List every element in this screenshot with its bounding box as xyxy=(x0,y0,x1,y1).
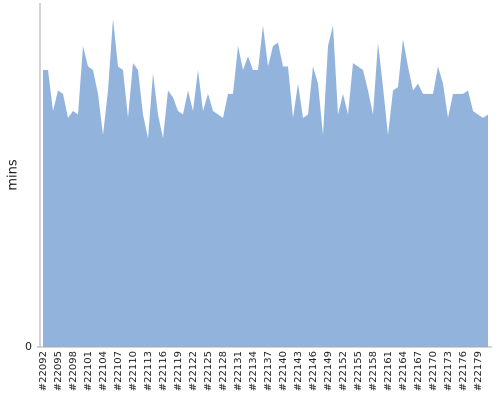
x-tick-label: #22152 xyxy=(338,351,349,391)
x-tick-label: #22179 xyxy=(473,351,484,391)
x-tick-label: #22110 xyxy=(128,351,139,391)
x-tick-label: #22134 xyxy=(248,351,259,391)
x-tick-label: #22125 xyxy=(203,351,214,391)
x-tick-label: #22170 xyxy=(428,351,439,391)
x-tick-label: #22104 xyxy=(98,351,109,391)
x-tick-label: #22173 xyxy=(443,351,454,391)
x-tick-label: #22137 xyxy=(263,351,274,391)
x-tick-label: #22149 xyxy=(323,351,334,391)
area xyxy=(43,18,488,348)
x-tick-label: #22131 xyxy=(233,351,244,391)
x-tick-label: #22122 xyxy=(188,351,199,391)
x-tick-label: #22116 xyxy=(158,351,169,391)
x-tick-label: #22146 xyxy=(308,351,319,391)
x-tick-label: #22101 xyxy=(83,351,94,391)
x-tick-label: #22158 xyxy=(368,351,379,391)
x-tick-label: #22143 xyxy=(293,351,304,391)
x-tick-label: #22140 xyxy=(278,351,289,391)
x-tick-label: #22119 xyxy=(173,351,184,391)
x-tick-label: #22107 xyxy=(113,351,124,391)
y-tick-label: 0 xyxy=(25,340,32,353)
x-tick-label: #22155 xyxy=(353,351,364,391)
x-tick-label: #22161 xyxy=(383,351,394,391)
x-tick-label: #22113 xyxy=(143,351,154,391)
x-tick-label: #22164 xyxy=(398,351,409,391)
x-tick-label: #22128 xyxy=(218,351,229,391)
y-axis-label: mins xyxy=(6,159,21,191)
x-tick-label: #22098 xyxy=(68,351,79,391)
x-tick-label: #22092 xyxy=(38,351,49,391)
x-tick-label: #22167 xyxy=(413,351,424,391)
x-tick-label: #22095 xyxy=(53,351,64,391)
x-tick-label: #22176 xyxy=(458,351,469,391)
